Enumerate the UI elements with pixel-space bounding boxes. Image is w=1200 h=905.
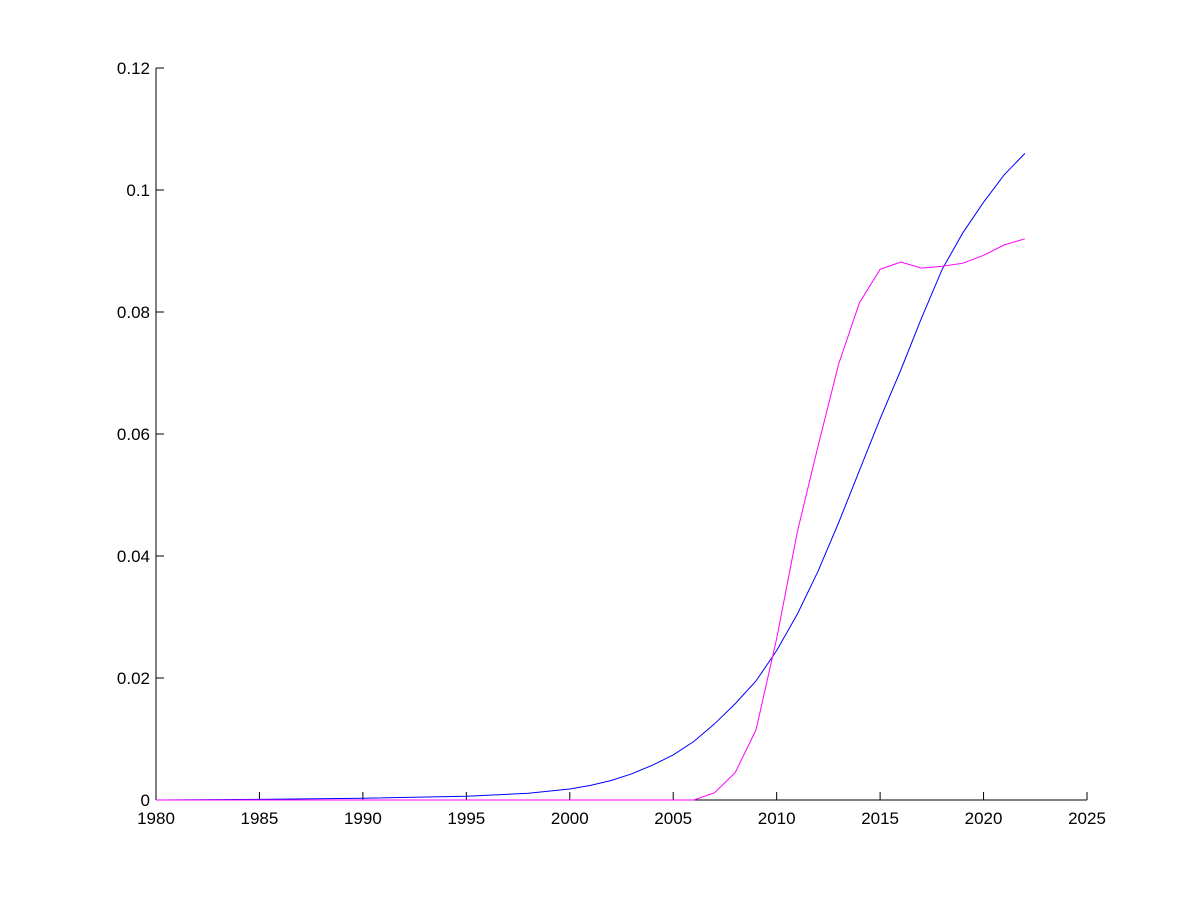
y-tick-label: 0.04 bbox=[117, 547, 150, 566]
y-tick-label: 0.02 bbox=[117, 669, 150, 688]
x-tick-label: 2000 bbox=[551, 809, 589, 828]
y-tick-label: 0.12 bbox=[117, 59, 150, 78]
y-tick-label: 0.08 bbox=[117, 303, 150, 322]
x-tick-label: 2005 bbox=[654, 809, 692, 828]
x-tick-label: 1995 bbox=[447, 809, 485, 828]
axes: 1980 1985 1990 1995 2000 2005 2010 2015 2020 2025… bbox=[117, 59, 1106, 828]
y-tick-label: 0.06 bbox=[117, 425, 150, 444]
y-tick-label: 0 bbox=[141, 791, 150, 810]
x-tick-label: 1980 bbox=[137, 809, 175, 828]
x-tick-label: 2020 bbox=[965, 809, 1003, 828]
x-tick-label: 2015 bbox=[861, 809, 899, 828]
x-tick-label: 1985 bbox=[241, 809, 279, 828]
series-line-1 bbox=[156, 238, 1026, 801]
x-tick-label: 2010 bbox=[758, 809, 796, 828]
y-tick-label: 0.1 bbox=[126, 181, 150, 200]
series-line-0 bbox=[155, 153, 1026, 801]
x-tick-label: 2025 bbox=[1068, 809, 1106, 828]
x-tick-label: 1990 bbox=[344, 809, 382, 828]
series-group bbox=[155, 153, 1026, 801]
